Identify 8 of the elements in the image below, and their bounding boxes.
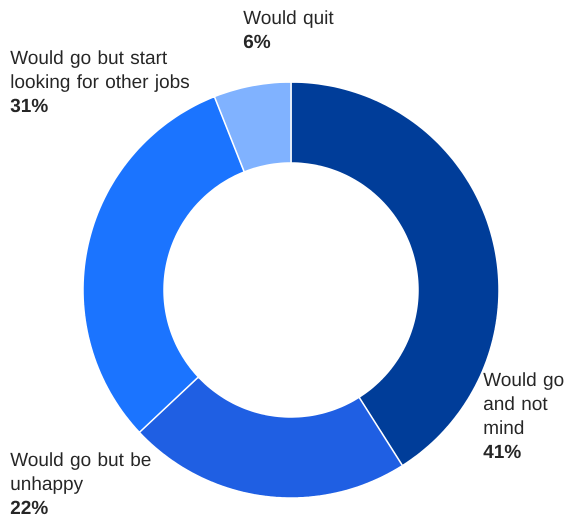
data-label: 6% [244,34,270,48]
slice-label: Would go but start looking for other jobs [10,50,190,92]
slice-label: Would go and not mind [483,372,564,434]
slice-label: Would quit [243,10,334,28]
data-label: 31% [10,98,48,112]
slice-label: Would go but be unhappy [10,452,151,494]
data-label: 22% [10,500,48,514]
data-label: 41% [483,444,521,458]
